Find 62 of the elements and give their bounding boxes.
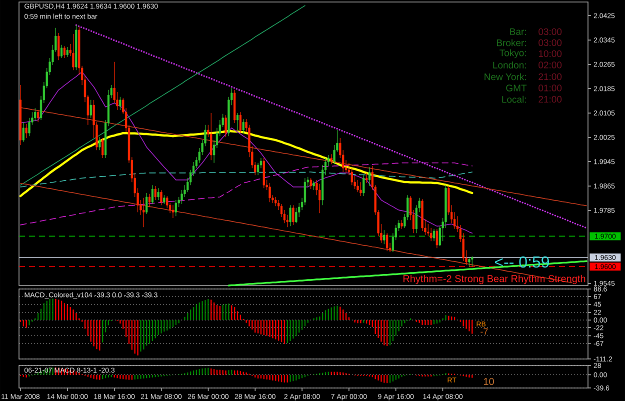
candlestick	[148, 194, 151, 208]
candlestick	[268, 182, 271, 202]
candlestick	[330, 154, 332, 164]
annotation: 10	[484, 378, 494, 386]
candlestick	[160, 190, 162, 206]
candlestick	[60, 44, 63, 58]
annotation: -7	[480, 328, 488, 335]
candlestick	[22, 122, 24, 142]
candlestick	[289, 204, 292, 226]
candlestick	[362, 174, 365, 196]
candlestick	[292, 204, 294, 226]
candlestick	[154, 186, 156, 200]
candlestick	[174, 200, 177, 216]
annotation: 10:00	[538, 50, 562, 58]
candlestick	[98, 136, 101, 150]
candlestick	[318, 184, 321, 214]
candlestick	[471, 256, 474, 267]
candlestick	[172, 204, 174, 218]
candlestick	[58, 32, 60, 60]
candlestick	[365, 172, 368, 184]
candlestick	[34, 108, 36, 122]
annotation: Rhythm=-2 Strong Bear Rhythm Strength	[403, 274, 586, 284]
candlestick	[436, 228, 438, 248]
candlestick	[210, 112, 212, 160]
annotation: Bar:	[510, 28, 526, 36]
annotation: London:	[493, 62, 526, 68]
candlestick	[430, 228, 432, 242]
candlestick	[157, 188, 160, 200]
candlestick	[356, 180, 359, 192]
candlestick	[224, 114, 227, 138]
annotation: 01:00	[538, 84, 562, 92]
candlestick	[25, 124, 28, 138]
annotation: Tokyo:	[500, 49, 526, 58]
candlestick	[310, 178, 312, 190]
candlestick	[63, 46, 66, 58]
annotation: Local:	[502, 96, 526, 103]
annotation: Broker:	[496, 39, 526, 46]
annotation: 02:00	[538, 62, 562, 68]
candlestick	[242, 118, 244, 134]
candlestick	[239, 112, 242, 134]
candlestick	[151, 184, 154, 204]
annotation: 03:00	[538, 28, 562, 36]
annotation: New York:	[484, 73, 526, 80]
candlestick	[274, 196, 277, 206]
candlestick	[383, 230, 386, 244]
candlestick	[90, 100, 92, 118]
candlestick	[36, 110, 40, 122]
candlestick	[146, 192, 148, 214]
annotation: 21:00	[538, 73, 562, 80]
annotation: 21:00	[538, 96, 562, 103]
candlestick	[72, 34, 74, 70]
candlestick	[66, 46, 68, 58]
annotation: 03:00	[538, 39, 562, 46]
candlestick	[102, 138, 104, 158]
candlestick	[360, 182, 362, 196]
candlestick	[119, 96, 122, 110]
candlestick	[432, 228, 436, 242]
candlestick	[386, 232, 388, 252]
candlestick	[142, 198, 145, 228]
candlestick	[368, 166, 371, 186]
candlestick	[236, 112, 239, 130]
annotation: GMT	[506, 84, 527, 92]
